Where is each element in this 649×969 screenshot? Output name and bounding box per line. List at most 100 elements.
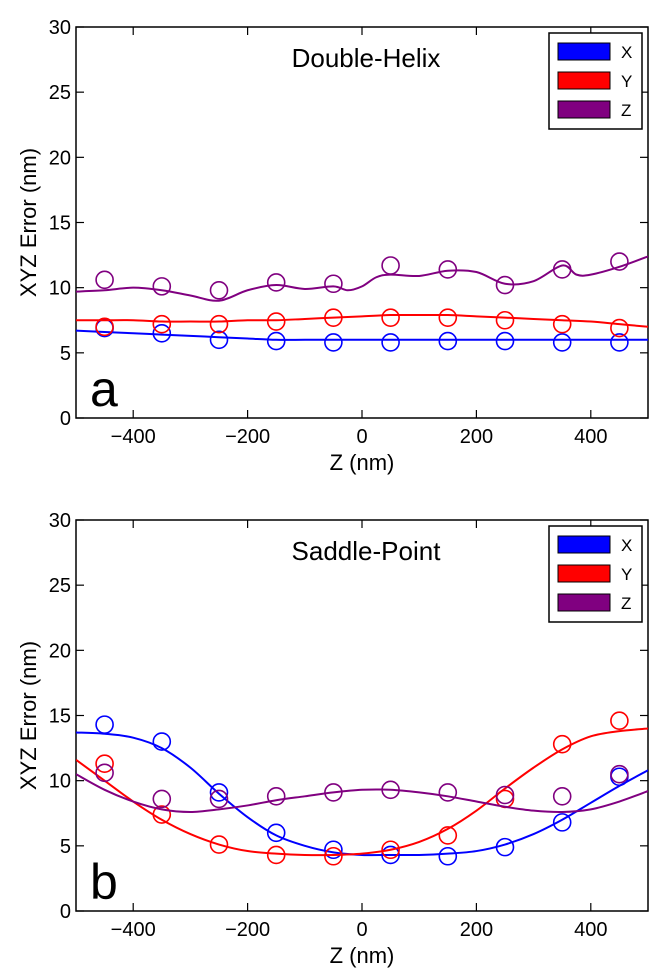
data-point-z [95, 270, 114, 290]
data-point-y [95, 754, 114, 774]
y-tick-label: 20 [49, 640, 71, 662]
x-tick-label: 400 [574, 919, 607, 941]
data-point-x [495, 837, 515, 857]
data-point-z [381, 780, 400, 800]
data-point-z [552, 260, 572, 279]
data-point-y [438, 826, 458, 845]
data-point-z [438, 260, 458, 279]
panel-label: a [90, 361, 118, 417]
data-point-z [438, 783, 458, 802]
chart-panel-a: 0 5 10 15 20 25 30 −400 −200 0 200 400 Z (nm) XYZ Err… [16, 17, 649, 475]
data-point-z [266, 273, 286, 292]
data-point-y [324, 308, 343, 327]
data-point-x [266, 823, 286, 843]
data-point-y [438, 308, 458, 327]
y-tick-label: 15 [49, 213, 71, 235]
legend-swatch-z [557, 593, 611, 612]
y-tick-label: 25 [49, 575, 71, 597]
data-point-z [324, 274, 343, 294]
x-axis-label: Z (nm) [330, 943, 395, 968]
legend-swatch-x [557, 42, 611, 61]
panel-label: b [90, 854, 118, 910]
data-point-y [552, 314, 572, 334]
data-point-z [209, 280, 229, 300]
data-point-x [152, 323, 172, 343]
data-point-y [610, 711, 629, 731]
data-point-x [495, 331, 515, 351]
data-point-y [266, 845, 286, 865]
data-point-z [495, 785, 515, 805]
x-tick-label: −200 [225, 919, 270, 941]
y-tick-label: 25 [49, 82, 71, 104]
x-tick-label: 0 [356, 919, 367, 941]
data-point-y [610, 318, 629, 338]
chart-title: Saddle-Point [292, 536, 442, 566]
y-tick-label: 10 [49, 771, 71, 793]
legend-label-y: Y [621, 565, 632, 584]
legend-swatch-z [557, 100, 611, 119]
data-point-y [209, 835, 229, 854]
plot-area [76, 252, 648, 352]
data-point-x [324, 333, 343, 352]
data-point-x [438, 331, 458, 351]
data-point-y [152, 805, 172, 824]
legend-swatch-y [557, 71, 611, 90]
data-point-x [381, 845, 400, 865]
data-point-z [266, 787, 286, 806]
data-point-x [552, 333, 572, 352]
plot-area [76, 711, 648, 866]
series-line-z [76, 773, 648, 813]
y-tick-label: 0 [60, 408, 71, 430]
x-tick-label: 400 [574, 426, 607, 448]
data-point-x [381, 333, 400, 352]
y-tick-label: 5 [60, 836, 71, 858]
data-point-x [95, 318, 114, 338]
y-tick-label: 30 [49, 17, 71, 39]
legend-label-x: X [621, 43, 632, 62]
legend-swatch-y [557, 564, 611, 583]
data-point-y [381, 840, 400, 860]
y-tick-label: 15 [49, 706, 71, 728]
y-axis-label: XYZ Error (nm) [16, 641, 41, 790]
data-point-y [209, 314, 229, 334]
legend-label-z: Z [621, 594, 631, 613]
data-point-y [552, 734, 572, 754]
legend-label-z: Z [621, 101, 631, 120]
data-point-y [324, 846, 343, 866]
data-point-x [552, 813, 572, 832]
y-tick-label: 20 [49, 147, 71, 169]
data-point-x [209, 330, 229, 350]
data-point-z [324, 783, 343, 802]
legend-swatch-x [557, 535, 611, 554]
y-tick-label: 10 [49, 278, 71, 300]
y-tick-label: 0 [60, 901, 71, 923]
data-point-x [95, 715, 114, 734]
x-tick-label: 200 [460, 919, 493, 941]
legend-label-y: Y [621, 72, 632, 91]
data-point-y [152, 314, 172, 334]
data-point-y [266, 312, 286, 331]
data-point-z [495, 275, 515, 295]
data-point-x [610, 333, 629, 352]
x-tick-label: −200 [225, 426, 270, 448]
data-point-x [438, 846, 458, 866]
data-point-x [152, 732, 172, 751]
data-point-x [324, 840, 343, 860]
x-tick-label: −400 [111, 426, 156, 448]
data-point-y [495, 310, 515, 330]
data-point-z [610, 252, 629, 271]
legend-label-x: X [621, 536, 632, 555]
y-tick-label: 5 [60, 343, 71, 365]
series-line-y [76, 727, 648, 857]
data-point-z [152, 789, 172, 809]
data-point-z [381, 256, 400, 275]
data-point-z [152, 277, 172, 296]
data-point-z [209, 789, 229, 809]
x-tick-label: 200 [460, 426, 493, 448]
chart-panel-b: 0 5 10 15 20 25 30 −400 −200 0 200 400 Z (nm) XYZ Err… [16, 510, 649, 968]
x-axis-label: Z (nm) [330, 450, 395, 475]
data-point-z [552, 787, 572, 806]
data-point-x [266, 331, 286, 351]
series-line-z [76, 255, 648, 302]
